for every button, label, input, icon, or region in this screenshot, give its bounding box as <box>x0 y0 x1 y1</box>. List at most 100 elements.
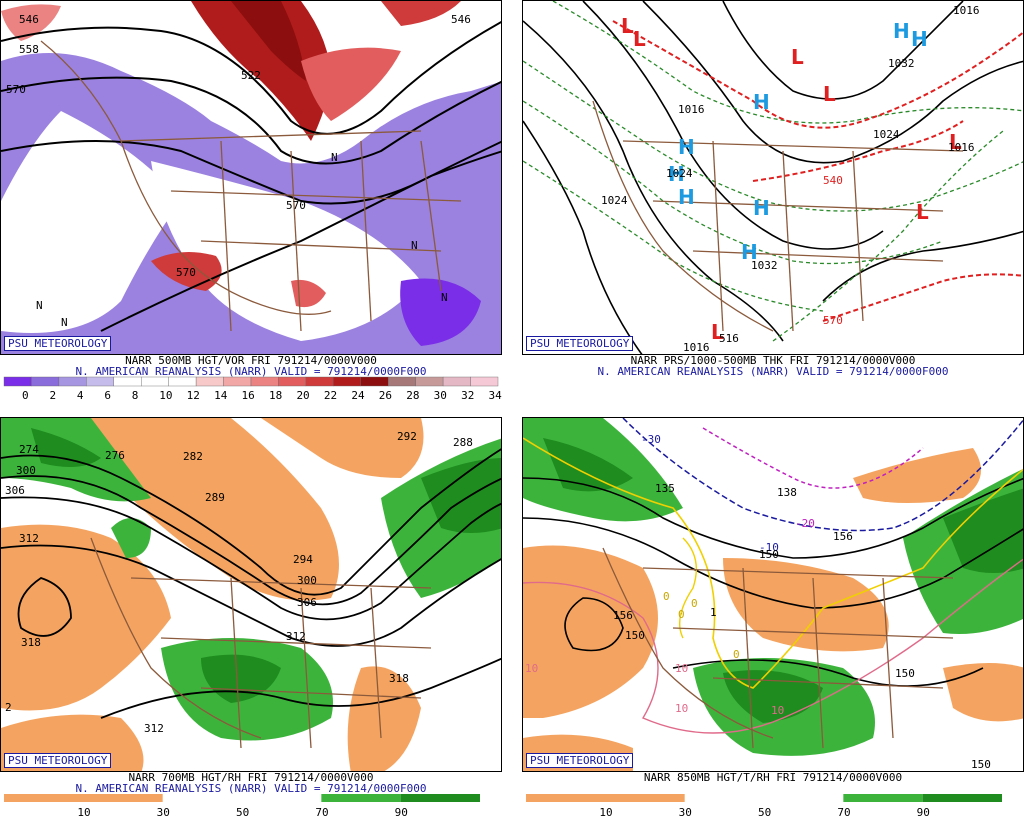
legend-swatch <box>922 794 1002 802</box>
legend-swatch <box>442 376 471 387</box>
low-pressure-symbol: L <box>916 200 929 224</box>
thk-contour-label: 516 <box>719 332 739 345</box>
t850-contour-label: 156 <box>833 530 853 543</box>
rh700-contour-label: 2 <box>5 701 12 714</box>
legend-swatch <box>141 376 169 387</box>
reanalysis-line: N. AMERICAN REANALYSIS (NARR) VALID = 79… <box>75 365 427 378</box>
psu-meteorology-label: PSU METEOROLOGY <box>526 753 634 768</box>
t850-isotherm-label: -30 <box>641 433 661 446</box>
psu-meteorology-label: PSU METEOROLOGY <box>4 753 112 768</box>
legend-tick-label: 16 <box>242 389 255 402</box>
vorticity-map: 546 558 570 522 570 546 570 N N N N N <box>0 0 502 355</box>
t850-isotherm-label: -20 <box>795 517 815 530</box>
t850-isotherm-label: 10 <box>675 702 688 715</box>
legend-tick-label: 14 <box>214 389 228 402</box>
legend-swatch <box>3 376 32 387</box>
legend-tick-label: 10 <box>599 806 612 819</box>
t850-contour-label: 156 <box>613 609 633 622</box>
high-pressure-symbol: H <box>678 135 695 159</box>
vorticity-caption: NARR 500MB HGT/VOR FRI 791214/0000V000 <box>125 354 377 367</box>
legend-tick-label: 30 <box>157 806 170 819</box>
legend-tick-label: 20 <box>296 389 309 402</box>
legend-tick-label: 50 <box>236 806 249 819</box>
legend-tick-label: 8 <box>132 389 139 402</box>
t850-contour-label: 1 <box>710 606 717 619</box>
vor-contour-label: 570 <box>6 83 26 96</box>
thk-contour-label: 1024 <box>873 128 900 141</box>
legend-swatch <box>58 376 87 387</box>
rh700-contour-label: 300 <box>16 464 36 477</box>
vor-contour-label: 570 <box>176 266 196 279</box>
thk-contour-label: 1032 <box>888 57 915 70</box>
vor-contour-label: N <box>411 239 418 252</box>
high-pressure-symbol: H <box>893 19 910 43</box>
legend-tick-label: 28 <box>406 389 419 402</box>
rh700-contour-label: 318 <box>389 672 409 685</box>
psu-meteorology-label: PSU METEOROLOGY <box>4 336 112 351</box>
high-pressure-symbol: H <box>741 240 758 264</box>
high-pressure-symbol: H <box>668 162 685 186</box>
legend-tick-label: 12 <box>187 389 200 402</box>
rh700-contour-label: 282 <box>183 450 203 463</box>
thickness-map: H H H H H H H H L L L L L L L 1032 1024 <box>522 0 1024 355</box>
thk-contour-label: 1016 <box>953 4 980 17</box>
legend-tick-label: 90 <box>917 806 930 819</box>
panel-700mb-humidity: 274 276 282 292 288 300 306 312 289 294 … <box>0 417 502 819</box>
psu-meteorology-label: PSU METEOROLOGY <box>526 336 634 351</box>
vorticity-legend: 0 2 4 6 8 10 12 14 16 18 20 22 24 26 28 30 32 34 <box>0 376 502 402</box>
legend-tick-label: 10 <box>159 389 172 402</box>
t850-isotherm-label: 0 <box>691 597 698 610</box>
legend-tick-label: 2 <box>49 389 56 402</box>
panel-500mb-vorticity: 546 558 570 522 570 546 570 N N N N N PS… <box>0 0 502 402</box>
t850-contour-label: 138 <box>777 486 797 499</box>
legend-swatch <box>195 376 224 387</box>
reanalysis-line: N. AMERICAN REANALYSIS (NARR) VALID = 79… <box>75 782 427 795</box>
t850-isotherm-label: 10 <box>525 662 538 675</box>
legend-tick-label: 30 <box>434 389 447 402</box>
t850-legend: 10 30 50 70 90 <box>522 793 1024 819</box>
low-pressure-symbol: L <box>791 45 804 69</box>
legend-swatch <box>223 376 252 387</box>
rh700-contour-label: 292 <box>397 430 417 443</box>
high-pressure-symbol: H <box>911 27 928 51</box>
legend-swatch <box>321 794 401 802</box>
legend-tick-label: 70 <box>837 806 850 819</box>
humidity700-map: 274 276 282 292 288 300 306 312 289 294 … <box>0 417 502 772</box>
legend-swatch <box>415 376 444 387</box>
low-pressure-symbol: L <box>633 27 646 51</box>
t850-isotherm-label: 0 <box>678 608 685 621</box>
vor-contour-label: 522 <box>241 69 261 82</box>
legend-tick-label: 50 <box>758 806 771 819</box>
legend-swatch <box>470 376 499 387</box>
rh700-contour-label: 300 <box>297 574 317 587</box>
legend-swatch <box>113 376 142 387</box>
t850-isotherm-label: 10 <box>771 704 784 717</box>
t850-contour-label: 150 <box>895 667 915 680</box>
legend-swatch <box>278 376 307 387</box>
high-pressure-symbol: H <box>753 196 770 220</box>
high-pressure-symbol: H <box>678 185 695 209</box>
reanalysis-line: N. AMERICAN REANALYSIS (NARR) VALID = 79… <box>597 365 949 378</box>
rh700-contour-label: 288 <box>453 436 473 449</box>
thk-contour-label: 1016 <box>683 341 710 354</box>
legend-tick-label: 0 <box>22 389 29 402</box>
t850-contour-label: 135 <box>655 482 675 495</box>
legend-tick-label: 90 <box>395 806 408 819</box>
low-pressure-symbol: L <box>949 130 962 154</box>
legend-tick-label: 22 <box>324 389 337 402</box>
legend-tick-label: 24 <box>351 389 365 402</box>
legend-swatch <box>843 794 923 802</box>
rh700-contour-label: 312 <box>19 532 39 545</box>
thk-contour-label: 1024 <box>666 167 693 180</box>
legend-tick-label: 10 <box>77 806 90 819</box>
legend-swatch <box>305 376 334 387</box>
vor-contour-label: N <box>441 291 448 304</box>
t850-isotherm-label: -10 <box>759 541 779 554</box>
temp850-caption: NARR 850MB HGT/T/RH FRI 791214/0000V000 <box>643 771 903 784</box>
thickness-caption: NARR PRS/1000-500MB THK FRI 791214/0000V… <box>630 354 916 367</box>
thk-contour-label: 1032 <box>751 259 778 272</box>
legend-tick-label: 34 <box>489 389 502 402</box>
rh700-contour-label: 276 <box>105 449 125 462</box>
low-pressure-symbol: L <box>621 14 634 38</box>
t850-contour-label: 150 <box>759 548 779 561</box>
